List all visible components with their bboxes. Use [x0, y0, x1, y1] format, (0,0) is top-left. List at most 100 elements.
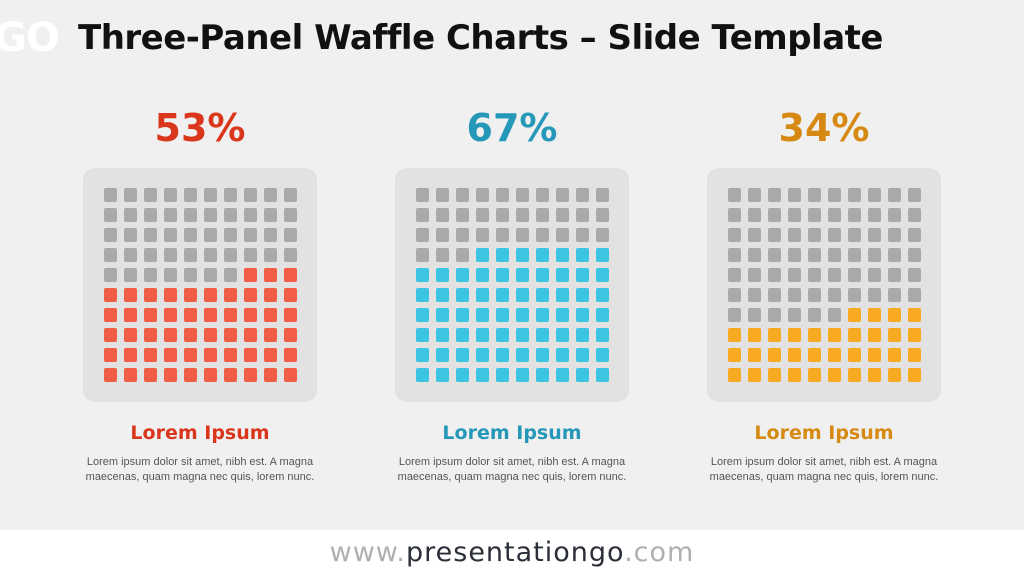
waffle-cell-filled	[104, 348, 117, 362]
waffle-cell-filled	[536, 288, 549, 302]
waffle-cell-empty	[164, 208, 177, 222]
waffle-cell-filled	[848, 328, 861, 342]
waffle-cell-empty	[908, 288, 921, 302]
waffle-cell-filled	[124, 348, 137, 362]
waffle-cell-empty	[264, 208, 277, 222]
waffle-cell-filled	[576, 348, 589, 362]
footer-prefix: www.	[329, 537, 406, 568]
waffle-cell-empty	[728, 268, 741, 282]
waffle-cell-empty	[748, 288, 761, 302]
waffle-cell-filled	[868, 348, 881, 362]
waffle-cell-empty	[476, 228, 489, 242]
waffle-cell-filled	[808, 328, 821, 342]
waffle-cell-filled	[204, 368, 217, 382]
waffle-cell-filled	[436, 308, 449, 322]
waffle-cell-filled	[596, 308, 609, 322]
waffle-grid	[104, 188, 297, 382]
waffle-cell-empty	[124, 268, 137, 282]
waffle-cell-filled	[808, 348, 821, 362]
waffle-cell-filled	[596, 368, 609, 382]
waffle-cell-empty	[576, 188, 589, 202]
waffle-cell-filled	[204, 328, 217, 342]
waffle-cell-filled	[264, 308, 277, 322]
waffle-cell-filled	[416, 288, 429, 302]
waffle-cell-empty	[436, 248, 449, 262]
waffle-cell-empty	[144, 228, 157, 242]
waffle-cell-filled	[848, 308, 861, 322]
waffle-chart-box	[395, 168, 629, 402]
waffle-cell-filled	[124, 308, 137, 322]
waffle-cell-filled	[144, 368, 157, 382]
waffle-cell-filled	[868, 308, 881, 322]
waffle-cell-filled	[184, 308, 197, 322]
waffle-cell-empty	[788, 228, 801, 242]
waffle-cell-filled	[436, 348, 449, 362]
waffle-cell-filled	[908, 308, 921, 322]
waffle-cell-filled	[556, 348, 569, 362]
waffle-cell-empty	[808, 188, 821, 202]
waffle-cell-empty	[768, 308, 781, 322]
waffle-cell-filled	[456, 368, 469, 382]
waffle-cell-filled	[828, 368, 841, 382]
waffle-cell-empty	[556, 188, 569, 202]
waffle-cell-filled	[244, 328, 257, 342]
waffle-cell-filled	[476, 348, 489, 362]
waffle-cell-filled	[436, 368, 449, 382]
waffle-cell-filled	[848, 368, 861, 382]
waffle-cell-filled	[888, 368, 901, 382]
waffle-cell-empty	[244, 248, 257, 262]
percent-label: 34%	[778, 106, 870, 150]
logo-mark: GO	[0, 15, 60, 61]
waffle-cell-empty	[908, 268, 921, 282]
waffle-cell-empty	[224, 208, 237, 222]
waffle-cell-empty	[888, 188, 901, 202]
waffle-cell-empty	[868, 288, 881, 302]
waffle-cell-filled	[164, 308, 177, 322]
waffle-cell-filled	[164, 288, 177, 302]
waffle-cell-filled	[224, 308, 237, 322]
waffle-cell-filled	[184, 328, 197, 342]
waffle-cell-empty	[828, 228, 841, 242]
waffle-cell-empty	[264, 188, 277, 202]
percent-label: 67%	[466, 106, 558, 150]
waffle-cell-empty	[224, 248, 237, 262]
waffle-cell-empty	[456, 248, 469, 262]
waffle-cell-empty	[264, 248, 277, 262]
waffle-cell-filled	[848, 348, 861, 362]
waffle-cell-empty	[788, 208, 801, 222]
waffle-cell-empty	[888, 288, 901, 302]
waffle-cell-empty	[536, 208, 549, 222]
waffle-cell-filled	[516, 288, 529, 302]
waffle-cell-empty	[868, 248, 881, 262]
waffle-cell-empty	[828, 188, 841, 202]
waffle-cell-empty	[868, 208, 881, 222]
waffle-cell-empty	[204, 248, 217, 262]
waffle-cell-filled	[184, 368, 197, 382]
footer-url[interactable]: www.presentationgo.com	[0, 530, 1024, 576]
waffle-cell-filled	[536, 248, 549, 262]
waffle-cell-empty	[868, 188, 881, 202]
slide-title: Three-Panel Waffle Charts – Slide Templa…	[78, 18, 883, 58]
waffle-cell-filled	[516, 268, 529, 282]
waffle-cell-filled	[768, 368, 781, 382]
waffle-cell-empty	[496, 208, 509, 222]
waffle-cell-empty	[888, 268, 901, 282]
waffle-cell-empty	[144, 248, 157, 262]
waffle-cell-filled	[164, 368, 177, 382]
waffle-cell-filled	[104, 308, 117, 322]
waffle-cell-empty	[848, 188, 861, 202]
waffle-cell-filled	[596, 328, 609, 342]
waffle-cell-filled	[868, 328, 881, 342]
waffle-cell-empty	[808, 268, 821, 282]
waffle-cell-empty	[144, 268, 157, 282]
waffle-cell-filled	[416, 328, 429, 342]
waffle-cell-filled	[596, 348, 609, 362]
percent-label: 53%	[154, 106, 246, 150]
waffle-cell-filled	[284, 288, 297, 302]
waffle-cell-empty	[184, 228, 197, 242]
waffle-cell-filled	[908, 368, 921, 382]
waffle-cell-filled	[728, 328, 741, 342]
waffle-cell-filled	[124, 288, 137, 302]
waffle-cell-empty	[516, 188, 529, 202]
waffle-cell-empty	[748, 248, 761, 262]
